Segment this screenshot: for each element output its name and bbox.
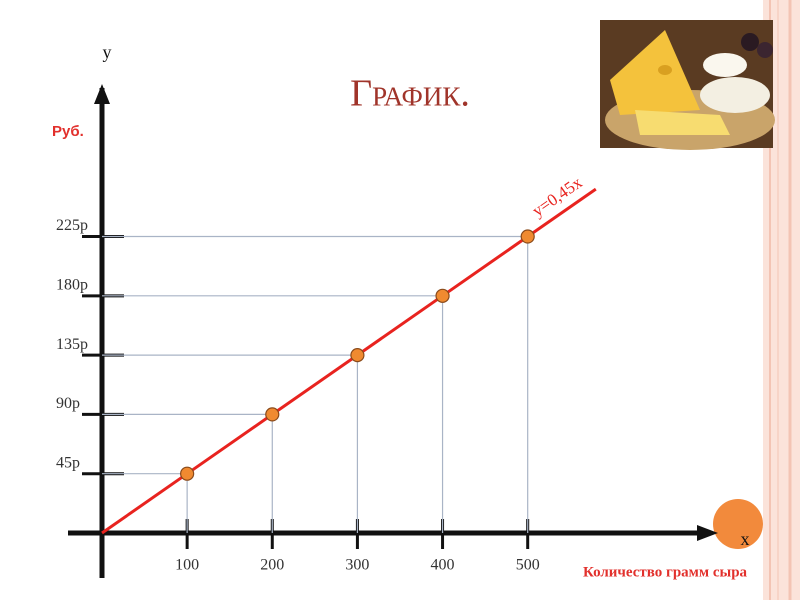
- line-extension: [101, 472, 188, 535]
- x-axis-arrow: [697, 525, 718, 541]
- y-axis-arrow: [94, 84, 110, 104]
- y-tick-label: 225р: [56, 217, 88, 234]
- y-tick-label: 180р: [56, 276, 88, 293]
- x-axis-name: x: [741, 529, 750, 549]
- decor-circle: [713, 499, 763, 549]
- x-tick-label: 300: [345, 557, 369, 574]
- data-point: [180, 466, 195, 481]
- y-tick-label: 90р: [56, 395, 80, 412]
- x-axis-label: Количество грамм сыра: [583, 564, 748, 580]
- x-tick-label: 500: [516, 557, 540, 574]
- x-tick-label: 100: [175, 557, 199, 574]
- y-axis-label: Руб.: [52, 123, 84, 140]
- y-axis-name: y: [103, 42, 112, 62]
- chart-title: График.: [350, 73, 470, 115]
- data-point: [265, 407, 280, 422]
- data-point: [350, 348, 365, 363]
- data-point: [520, 229, 535, 244]
- y-tick-label: 45р: [56, 454, 80, 471]
- x-tick-label: 400: [431, 557, 455, 574]
- cheese-picture: [600, 20, 775, 150]
- data-point: [435, 288, 450, 303]
- y-tick-label: 135р: [56, 336, 88, 353]
- series-label: y=0,45x: [529, 172, 586, 220]
- line-extension: [526, 187, 597, 238]
- x-tick-label: 200: [260, 557, 284, 574]
